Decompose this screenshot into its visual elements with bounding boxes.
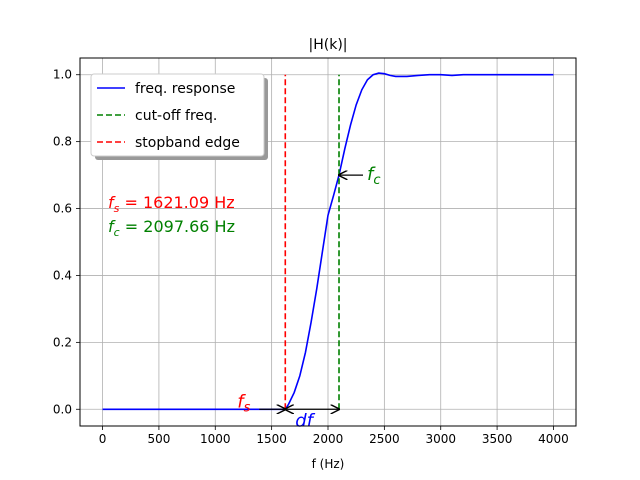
legend-label-1: cut-off freq. [135,108,217,124]
x-tick-label: 1500 [256,432,287,446]
x-tick-label: 2500 [369,432,400,446]
fs-value-text: fs = 1621.09 Hz [108,193,235,215]
x-tick-label: 0 [99,432,107,446]
x-tick-label: 4000 [538,432,569,446]
df-label: df [295,410,315,431]
x-tick-label: 500 [147,432,170,446]
x-tick-label: 3500 [482,432,513,446]
y-tick-label: 0.2 [53,335,72,349]
x-tick-label: 3000 [425,432,456,446]
y-tick-label: 0.4 [53,268,72,282]
legend-box [90,73,265,157]
legend-label-2: stopband edge [135,135,240,151]
y-tick-label: 0.6 [53,202,72,216]
x-tick-label: 2000 [313,432,344,446]
x-axis-label: f (Hz) [312,457,345,471]
fc-label: fc [367,164,381,188]
y-axis-ticks: 0.0 0.2 0.4 0.6 0.8 1.0 [53,68,80,416]
fs-label: fs [237,391,250,415]
y-tick-label: 0.0 [53,402,72,416]
x-axis-ticks: 0 500 1000 1500 2000 2500 3000 3500 4000 [99,426,569,446]
legend-label-0: freq. response [135,81,235,97]
x-tick-label: 1000 [200,432,231,446]
y-tick-label: 0.8 [53,135,72,149]
legend: freq. response cut-off freq. stopband edge [90,73,268,160]
fc-value-text: fc = 2097.66 Hz [108,217,235,239]
y-tick-label: 1.0 [53,68,72,82]
chart-title: |H(k)| [309,37,348,53]
grid [80,58,576,426]
